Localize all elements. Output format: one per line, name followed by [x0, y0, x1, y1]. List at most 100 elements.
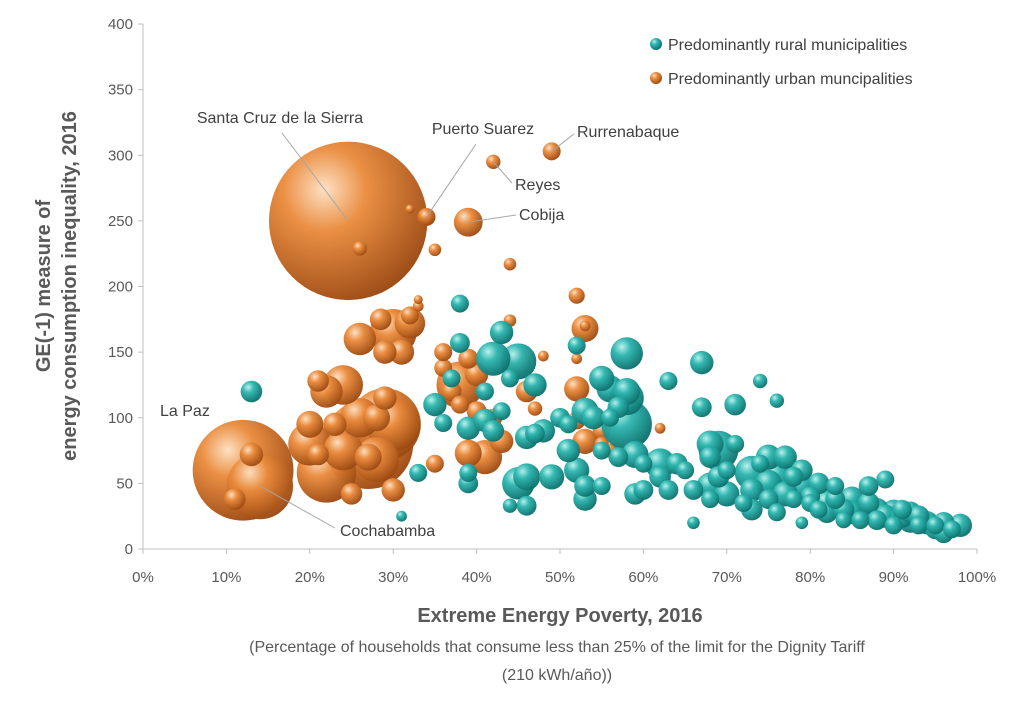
bubble-urban — [343, 322, 377, 356]
bubble-rural — [909, 516, 928, 535]
bubble-rural — [475, 382, 494, 401]
bubble-rural — [442, 369, 461, 388]
bubble-rural — [795, 516, 809, 530]
bubble-urban — [223, 488, 246, 510]
annotation-label: La Paz — [160, 403, 210, 420]
bubble-urban — [352, 241, 368, 256]
bubble-urban — [296, 410, 324, 438]
bubble-urban — [405, 204, 415, 214]
annotation-leader-line — [551, 133, 575, 152]
bubble-urban — [323, 412, 347, 437]
x-tick-label: 20% — [295, 569, 325, 586]
y-axis-title-line1: GE(-1) measure of — [33, 200, 55, 373]
bubble-rural — [773, 445, 797, 469]
bubble-rural — [769, 393, 785, 408]
y-tick-label: 400 — [108, 16, 133, 33]
bubble-rural — [482, 420, 505, 442]
x-tick-label: 50% — [545, 569, 575, 586]
x-axis-title: Extreme Energy Poverty, 2016 — [417, 605, 702, 627]
bubble-urban — [323, 430, 363, 471]
bubble-urban — [354, 443, 382, 471]
bubble-rural — [592, 441, 611, 460]
bubble-rural — [826, 477, 845, 495]
bubble-rural — [516, 495, 537, 516]
annotation-leader-line — [468, 214, 517, 223]
bubble-rural — [489, 320, 514, 345]
bubble-rural — [450, 333, 470, 353]
bubble-urban — [412, 300, 424, 312]
bubble-rural — [500, 369, 519, 388]
bubble-rural — [784, 490, 803, 509]
legend-marker-rural — [650, 38, 662, 50]
bubble-urban — [373, 386, 397, 410]
x-tick-label: 40% — [462, 569, 492, 586]
bubble-urban — [568, 287, 585, 304]
bubble-rural — [240, 380, 263, 403]
annotation-label: Reyes — [515, 177, 560, 194]
bubble-rural — [867, 510, 887, 531]
bubble-urban — [363, 404, 391, 432]
bubble-rural — [476, 341, 511, 376]
bubble-rural — [683, 480, 704, 500]
chart-axes: 0% 10% 20% 30% 40% 50% 60% 70% 80% 90% 100% 0 50 100… — [108, 16, 996, 586]
bubble-rural — [539, 464, 565, 490]
bubble-urban — [388, 339, 415, 365]
x-axis-note-line1: (Percentage of households that consume l… — [249, 639, 865, 656]
bubble-rural — [608, 447, 629, 468]
x-tick-label: 60% — [628, 569, 658, 586]
y-tick-label: 300 — [108, 147, 133, 164]
bubble-urban — [564, 376, 590, 402]
x-tick-label: 90% — [879, 569, 909, 586]
bubble-rural — [942, 520, 961, 539]
annotation-label: Puerto Suarez — [432, 121, 534, 138]
bubble-rural — [634, 454, 653, 473]
bubble-urban — [381, 478, 405, 502]
bubble-rural — [502, 498, 518, 513]
bubble-rural — [734, 494, 753, 513]
bubble-rural — [633, 480, 654, 500]
bubble-rural — [809, 500, 828, 519]
bubble-urban — [428, 243, 442, 257]
bubble-rural — [574, 475, 596, 497]
legend-label-rural: Predominantly rural municipalities — [668, 37, 907, 54]
bubble-rural — [610, 337, 643, 370]
bubble-rural — [459, 463, 478, 482]
bubble-rural — [691, 397, 712, 418]
bubble-rural — [767, 503, 786, 522]
bubble-rural — [752, 373, 768, 389]
y-axis-ticks: 0 50 100 150 200 250 300 350 400 — [108, 16, 143, 558]
bubble-rural — [690, 350, 714, 375]
bubble-rural — [423, 392, 447, 417]
bubble-rural — [926, 516, 945, 535]
bubble-rural — [851, 511, 870, 530]
bubble-rural — [559, 415, 578, 434]
bubble-urban — [425, 454, 444, 473]
y-tick-label: 250 — [108, 213, 133, 230]
bubble-urban — [369, 308, 392, 331]
bubble-urban — [571, 353, 583, 365]
series-rural — [240, 294, 973, 544]
annotation-label: Cochabamba — [340, 523, 435, 540]
bubble-rural — [726, 435, 745, 453]
bubble-urban — [527, 401, 543, 416]
bubble-rural — [513, 463, 541, 491]
bubble-rural — [783, 466, 804, 487]
bubble-rural — [857, 492, 880, 514]
bubble-urban — [537, 350, 549, 362]
bubble-urban — [654, 422, 666, 434]
x-axis-note-line2: (210 kWh/año)) — [502, 667, 612, 684]
x-tick-label: 10% — [211, 569, 241, 586]
bubble-rural — [658, 480, 679, 500]
bubble-urban — [579, 320, 591, 332]
bubble-urban — [434, 343, 453, 362]
bubble-rural — [884, 516, 903, 535]
bubble-rural — [676, 461, 695, 480]
bubble-urban — [340, 483, 363, 505]
x-axis-ticks: 0% 10% 20% 30% 40% 50% 60% 70% 80% 90% 100% — [132, 549, 996, 586]
bubble-rural — [751, 454, 770, 473]
bubble-rural — [724, 393, 746, 416]
bubble-rural — [581, 406, 606, 430]
bubble-rural — [409, 463, 428, 482]
bubble-rural — [835, 512, 852, 529]
